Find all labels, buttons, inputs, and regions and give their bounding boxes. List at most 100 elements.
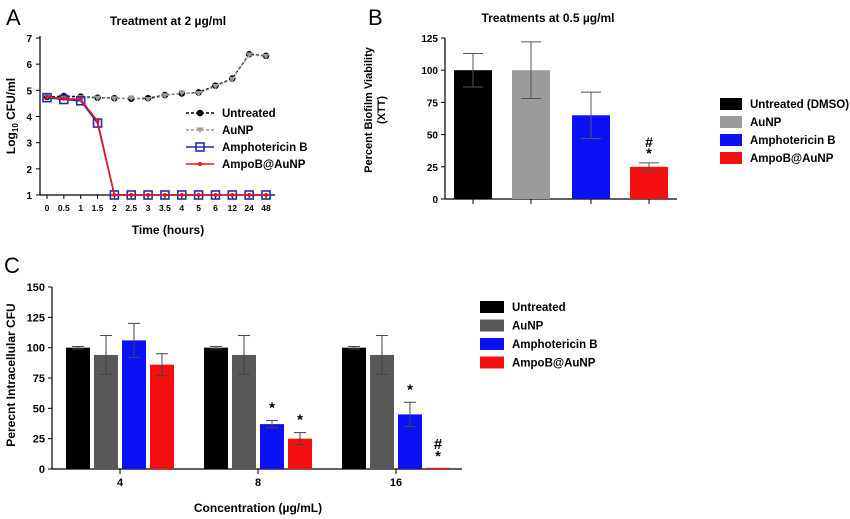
panel-b-legend-swatch-aunp <box>720 116 742 128</box>
panel-a-point-ampob-aunp <box>78 97 83 102</box>
panel-a-point-aunp <box>211 83 219 90</box>
panel-c-significance-amphotericin-b: * <box>407 381 413 398</box>
panel-a-x-tick-label: 5 <box>196 203 201 213</box>
panel-b-y-tick-label: 25 <box>427 163 439 174</box>
panel-c-bar-untreated <box>204 347 228 469</box>
panel-a-point-aunp <box>127 95 135 102</box>
panel-c-y-tick-label: 25 <box>33 434 45 446</box>
panel-a-point-ampob-aunp <box>264 193 268 197</box>
panel-a-y-tick-label: 5 <box>26 86 32 97</box>
panel-a-y-axis-label: Log10 CFU/ml <box>4 78 20 154</box>
panel-a-point-aunp <box>144 96 152 103</box>
panel-a-legend-marker-ampob-aunp <box>198 162 202 166</box>
panel-c-bar-ampob-aunp <box>426 467 450 469</box>
panel-a-x-tick-label: 1 <box>78 203 83 213</box>
panel-a-x-tick-label: 1.5 <box>92 203 104 213</box>
panel-b-legend-swatch-untreated-dmso- <box>720 98 742 110</box>
panel-c-legend-label-untreated: Untreated <box>512 302 566 314</box>
panel-a-y-tick-label: 1 <box>26 191 32 202</box>
panel-c-significance-ampob-aunp: # * <box>434 436 443 465</box>
panel-b-y-tick-label: 75 <box>427 98 439 109</box>
panel-c-x-tick-label: 4 <box>117 477 124 489</box>
panel-a-legend-label-untreated: Untreated <box>222 108 276 120</box>
panel-c-x-axis-label: Concentration (µg/mL) <box>194 501 322 515</box>
panel-a-legend-label-ampob-aunp: AmpoB@AuNP <box>222 159 306 171</box>
panel-b-legend-label-ampob-aunp: AmpoB@AuNP <box>750 153 834 165</box>
panel-a-point-ampob-aunp <box>129 193 134 197</box>
panel-a-series-line-aunp <box>46 54 267 101</box>
panel-b-legend-swatch-ampob-aunp <box>720 152 742 164</box>
panel-c-legend-label-ampob-aunp: AmpoB@AuNP <box>512 358 596 370</box>
panel-a-point-ampob-aunp <box>247 193 252 197</box>
panel-a-legend-marker-aunp <box>196 127 204 133</box>
panel-c-significance-ampob-aunp: * <box>297 412 303 429</box>
panel-a-x-tick-label: 2.5 <box>125 203 137 213</box>
panel-a-y-tick-label: 3 <box>26 139 32 150</box>
panel-c-y-tick-label: 100 <box>27 343 45 355</box>
panel-c-legend-swatch-ampob-aunp <box>480 356 504 369</box>
panel-b-y-axis-label: Percent Biofilm Viability(XTT) <box>363 46 388 173</box>
panel-b-y-tick-label: 100 <box>421 66 438 77</box>
panel-a-x-tick-label: 48 <box>261 203 271 213</box>
panel-c-y-axis-label: Perecnt Intracellular CFU <box>4 303 18 446</box>
panel-a-y-tick-label: 2 <box>26 165 32 176</box>
panel-a-point-ampob-aunp <box>45 94 49 99</box>
panel-a-point-ampob-aunp <box>179 193 184 197</box>
panel-c-bar-amphotericin-b <box>260 424 284 469</box>
panel-b-bar-ampob-aunp <box>630 166 668 199</box>
panel-c-y-tick-label: 75 <box>33 373 45 385</box>
panel-c-bar-chart: 0 25 50 75 100 125 150 Perecnt Intracellular CF… <box>4 282 598 515</box>
panel-c-bar-amphotericin-b <box>122 340 146 469</box>
panel-a-x-tick-label: 0 <box>45 203 50 213</box>
panel-a-point-ampob-aunp <box>146 193 151 197</box>
panel-b-legend-swatch-amphotericin-b <box>720 134 742 146</box>
panel-a-title: Treatment at 2 µg/ml <box>110 14 226 28</box>
panel-c-legend-label-aunp: AuNP <box>512 321 544 333</box>
panel-c-legend-swatch-untreated <box>480 301 504 313</box>
panel-c-legend-swatch-aunp <box>480 319 504 332</box>
panel-a-legend-label-amphotericin-b: Amphotericin B <box>222 142 308 154</box>
panel-a-x-tick-label: 2 <box>112 203 117 213</box>
panel-c-y-tick-label: 0 <box>39 464 45 476</box>
panel-a-legend-marker-amphotericin-b <box>195 142 205 152</box>
panel-a-legend-marker-untreated <box>196 109 204 117</box>
panel-b-y-tick-label: 125 <box>421 34 438 45</box>
panel-a-point-ampob-aunp <box>61 96 66 101</box>
panel-b-title: Treatments at 0.5 µg/ml <box>482 11 615 25</box>
panel-a-point-aunp <box>94 95 102 102</box>
panel-b-bar-chart: Treatments at 0.5 µg/ml 0 25 50 75 100 125 Perc… <box>363 11 849 206</box>
panel-c-x-tick-label: 16 <box>390 477 402 489</box>
panel-b-legend-label-amphotericin-b: Amphotericin B <box>750 135 836 147</box>
panel-b-y-tick-label: 0 <box>432 195 438 206</box>
panel-a-point-aunp <box>161 93 169 99</box>
panel-a-point-ampob-aunp <box>112 193 117 197</box>
panel-c-x-tick-label: 8 <box>255 477 261 489</box>
panel-a-x-tick-label: 24 <box>244 203 254 213</box>
panel-c-legend-swatch-amphotericin-b <box>480 338 504 350</box>
panel-b-legend-label-untreated-dmso-: Untreated (DMSO) <box>750 99 849 111</box>
panel-a-x-tick-label: 0.5 <box>58 203 70 213</box>
panel-a-point-aunp <box>245 52 253 59</box>
panel-a-x-axis-label: Time (hours) <box>132 223 204 237</box>
panel-a-point-aunp <box>178 90 186 96</box>
panel-a-legend-label-aunp: AuNP <box>222 125 254 137</box>
panel-a-point-aunp <box>110 96 118 102</box>
panel-a-point-ampob-aunp <box>230 193 235 197</box>
panel-label-a: A <box>6 5 21 30</box>
panel-a-x-tick-label: 3 <box>146 203 151 213</box>
panel-a-point-ampob-aunp <box>162 193 167 197</box>
panel-a-y-tick-label: 4 <box>26 113 32 124</box>
panel-c-y-tick-label: 150 <box>27 282 45 294</box>
panel-a-x-tick-label: 4 <box>179 203 184 213</box>
panel-c-significance-amphotericin-b: * <box>269 399 275 416</box>
panel-a-point-aunp <box>195 90 203 97</box>
panel-label-b: B <box>368 5 383 30</box>
panel-a-point-amphotericin-b <box>92 118 103 128</box>
panel-c-legend-label-amphotericin-b: Amphotericin B <box>512 339 598 351</box>
panel-a-x-tick-label: 6 <box>213 203 218 213</box>
panel-b-y-tick-label: 50 <box>427 131 439 142</box>
panel-label-c: C <box>4 253 20 278</box>
panel-a-x-tick-label: 12 <box>228 203 238 213</box>
